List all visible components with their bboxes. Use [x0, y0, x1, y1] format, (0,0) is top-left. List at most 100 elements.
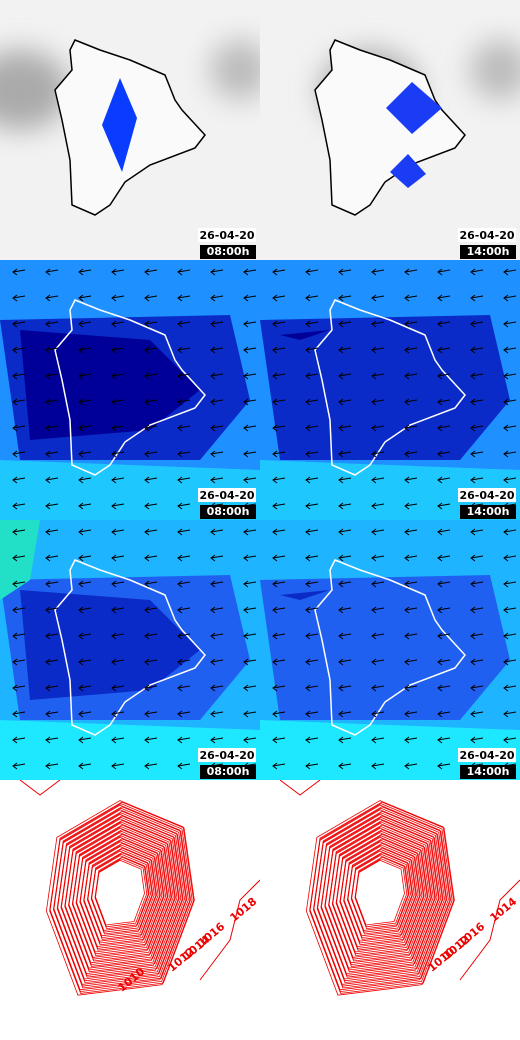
isobar — [45, 800, 195, 996]
wind-arrow — [305, 659, 319, 663]
wind-arrow-head — [371, 268, 377, 276]
wind-arrow-head — [45, 502, 51, 510]
wind-arrow — [338, 269, 352, 273]
wind-arrow — [210, 659, 224, 663]
wind-arrow — [78, 685, 92, 689]
wind-arrow-head — [470, 372, 476, 380]
wind-arrow — [404, 477, 418, 481]
wind-arrow-head — [45, 268, 51, 276]
field-light — [0, 720, 260, 780]
wind-arrow-head — [144, 762, 150, 770]
wind-arrow-head — [45, 294, 51, 302]
wind-arrow-head — [371, 762, 377, 770]
wind-arrow — [12, 477, 26, 481]
wind-arrow-head — [371, 450, 377, 458]
wind-arrow-head — [210, 476, 216, 484]
wind-arrow — [177, 737, 191, 741]
wind-arrow-head — [338, 658, 344, 666]
wind-arrow-head — [144, 710, 150, 718]
wind-arrow — [503, 425, 517, 429]
wind-arrow-head — [371, 736, 377, 744]
wind-arrow — [437, 581, 451, 585]
isobar — [343, 842, 421, 946]
wind-arrow — [45, 373, 59, 377]
wind-arrow — [144, 581, 158, 585]
field-light — [0, 520, 40, 600]
wind-arrow-head — [470, 424, 476, 432]
isobar — [312, 806, 452, 989]
wind-arrow-head — [210, 424, 216, 432]
wind-arrow — [305, 425, 319, 429]
wind-arrow — [437, 529, 451, 533]
wind-arrow — [371, 711, 385, 715]
wind-arrow-head — [45, 632, 51, 640]
wind-arrow-head — [404, 268, 410, 276]
wind-arrow-head — [404, 736, 410, 744]
wind-arrow-head — [111, 632, 117, 640]
wind-arrow — [210, 581, 224, 585]
wind-arrow-head — [371, 580, 377, 588]
wind-arrow — [272, 529, 286, 533]
wind-arrow-head — [111, 606, 117, 614]
isobar — [324, 820, 440, 973]
cloud-shade — [0, 50, 70, 130]
wind-arrow — [144, 555, 158, 559]
wind-arrow-head — [305, 502, 311, 510]
island — [314, 299, 466, 476]
wind-arrow — [437, 555, 451, 559]
wind-arrow-head — [404, 710, 410, 718]
wind-arrow — [243, 659, 257, 663]
wind-arrow-head — [338, 398, 344, 406]
wind-arrow — [78, 269, 92, 273]
wind-arrow-head — [144, 450, 150, 458]
wind-arrow-head — [177, 684, 183, 692]
isobar — [94, 856, 150, 930]
wind-arrow — [111, 685, 125, 689]
wind-arrow-head — [243, 372, 249, 380]
wind-arrow — [437, 633, 451, 637]
wind-arrow — [437, 321, 451, 325]
wind-arrow-head — [437, 632, 443, 640]
wind-arrow — [243, 269, 257, 273]
wind-arrow-head — [45, 580, 51, 588]
wind-arrow — [470, 477, 484, 481]
isobar — [335, 833, 429, 957]
wind-arrow-head — [210, 606, 216, 614]
wind-arrow-head — [12, 554, 18, 562]
wind-arrow — [371, 269, 385, 273]
wind-arrow-head — [111, 398, 117, 406]
wind-arrow-head — [144, 294, 150, 302]
wind-arrow-head — [210, 268, 216, 276]
wind-arrow-head — [338, 320, 344, 328]
wind-arrow-head — [45, 606, 51, 614]
rain-area — [102, 78, 137, 172]
wind-arrow — [503, 607, 517, 611]
wind-arrow — [371, 607, 385, 611]
wind-arrow-head — [437, 372, 443, 380]
wind-arrow-head — [305, 684, 311, 692]
wind-arrow — [305, 477, 319, 481]
wind-arrow-head — [470, 320, 476, 328]
wind-arrow — [144, 269, 158, 273]
wind-arrow-head — [243, 658, 249, 666]
wind-arrow — [404, 555, 418, 559]
wind-arrow-head — [437, 762, 443, 770]
island — [314, 39, 466, 216]
wind-arrow — [144, 763, 158, 767]
wind-arrow-head — [371, 320, 377, 328]
isobar — [49, 801, 195, 994]
wind-arrow-head — [243, 294, 249, 302]
wind-arrow — [404, 607, 418, 611]
wind-arrow — [371, 763, 385, 767]
wind-arrow — [371, 581, 385, 585]
wind-arrow-head — [210, 294, 216, 302]
wind-arrow-head — [78, 554, 84, 562]
wind-arrow — [371, 529, 385, 533]
panel: 26-04-20 08:00h — [0, 260, 260, 520]
wind-arrow — [371, 477, 385, 481]
wind-arrow — [243, 321, 257, 325]
wind-arrow-head — [404, 398, 410, 406]
field-light — [260, 460, 520, 520]
wind-arrow — [437, 685, 451, 689]
